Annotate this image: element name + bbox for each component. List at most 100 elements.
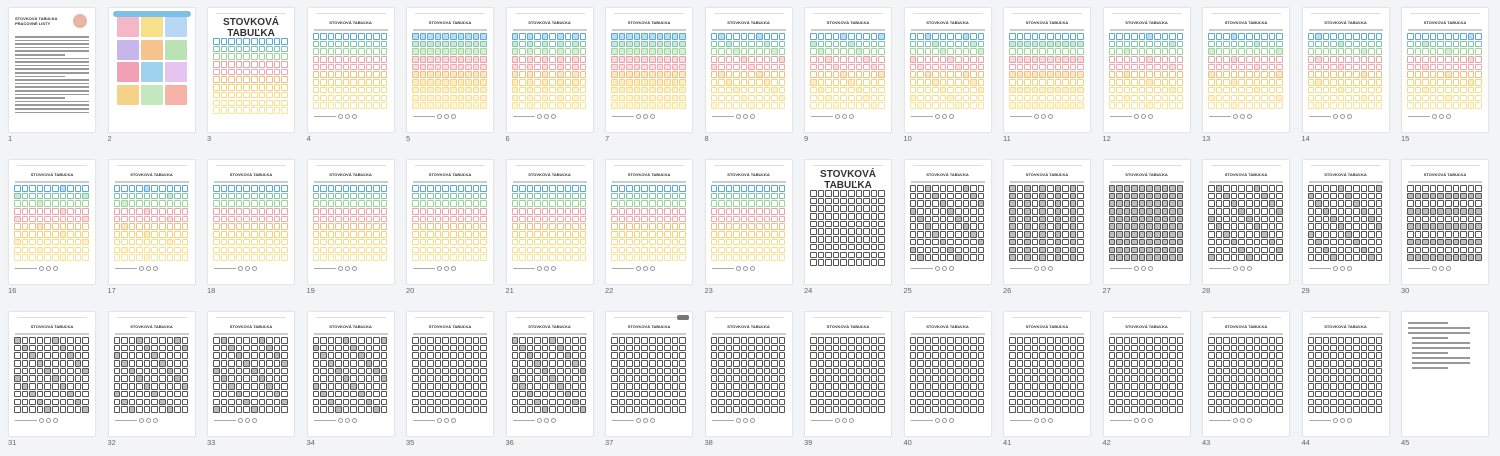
page-thumbnail[interactable]: STOVKOVÁ TABUĽKA <box>306 311 395 437</box>
table-square <box>718 185 725 192</box>
table-square <box>1154 71 1161 79</box>
page-thumbnail[interactable]: STOVKOVÁ TABUĽKA <box>804 159 892 285</box>
page-thumbnail[interactable]: STOVKOVÁ TABUĽKA PRACOVNÉ LISTY <box>8 7 96 133</box>
table-square <box>320 208 327 215</box>
page-thumbnail[interactable]: STOVKOVÁ TABUĽKA <box>207 159 295 285</box>
table-square <box>258 61 266 68</box>
page-thumbnail[interactable]: STOVKOVÁ TABUĽKA <box>1401 7 1489 133</box>
table-square <box>258 406 266 413</box>
table-square <box>878 71 885 79</box>
page-thumbnail[interactable]: STOVKOVÁ TABUĽKA <box>306 7 395 133</box>
page-thumbnail[interactable]: STOVKOVÁ TABUĽKA <box>1202 311 1290 437</box>
table-square <box>350 86 358 94</box>
page-thumbnail[interactable]: STOVKOVÁ TABUĽKA <box>605 159 693 285</box>
page-thumbnail[interactable]: STOVKOVÁ TABUĽKA <box>1301 311 1390 437</box>
table-square <box>143 246 151 254</box>
page-thumbnail[interactable]: STOVKOVÁ TABUĽKA <box>406 159 494 285</box>
table-square <box>1176 200 1184 207</box>
table-square <box>557 352 564 359</box>
page-thumbnail[interactable]: STOVKOVÁ TABUĽKA <box>505 311 594 437</box>
table-square <box>664 200 671 207</box>
page-thumbnail[interactable]: STOVKOVÁ TABUĽKA <box>207 311 295 437</box>
page-thumbnail[interactable]: STOVKOVÁ TABUĽKA <box>107 311 196 437</box>
table-square <box>534 200 541 207</box>
page-thumbnail[interactable]: STOVKOVÁ TABUĽKA <box>1003 159 1091 285</box>
table-square <box>977 390 985 398</box>
table-square <box>1307 254 1315 261</box>
table-square <box>1268 215 1276 223</box>
page-thumbnail[interactable]: STOVKOVÁ TABUĽKA <box>704 311 793 437</box>
table-square <box>1322 337 1330 344</box>
table-square <box>541 246 549 254</box>
table-square <box>36 238 44 246</box>
table-square <box>878 48 885 55</box>
page-thumbnail[interactable]: STOVKOVÁ TABUĽKA <box>505 159 594 285</box>
table-square <box>962 337 970 344</box>
page-thumbnail[interactable]: STOVKOVÁ TABUĽKA <box>1401 159 1489 285</box>
instruction-line <box>1109 29 1184 31</box>
page-thumbnail[interactable]: STOVKOVÁ TABUĽKA <box>207 7 295 133</box>
table-square <box>1077 56 1084 63</box>
table-square <box>763 254 771 261</box>
table-square <box>480 223 487 231</box>
page-thumbnail[interactable]: STOVKOVÁ TABUĽKA <box>605 311 693 437</box>
table-square <box>1138 383 1146 390</box>
page-thumbnail[interactable]: STOVKOVÁ TABUĽKA <box>903 159 992 285</box>
table-square <box>1208 383 1215 390</box>
table-square <box>1039 56 1046 63</box>
table-square <box>457 102 465 109</box>
table-square <box>1108 102 1116 109</box>
text-line <box>15 46 89 49</box>
page-thumbnail[interactable]: STOVKOVÁ TABUĽKA <box>306 159 395 285</box>
text-line <box>1412 362 1470 364</box>
page-thumbnail[interactable]: STOVKOVÁ TABUĽKA <box>903 7 992 133</box>
table-square <box>870 40 878 48</box>
page-thumbnail[interactable]: STOVKOVÁ TABUĽKA <box>1102 159 1191 285</box>
table-square <box>817 40 825 48</box>
page-thumbnail[interactable]: STOVKOVÁ TABUĽKA <box>1003 311 1091 437</box>
table-square <box>810 197 817 205</box>
table-square <box>29 367 36 375</box>
table-square <box>1360 215 1368 223</box>
page-thumbnail-cell: STOVKOVÁ TABUĽKA 18 <box>207 159 295 299</box>
page-thumbnail[interactable]: STOVKOVÁ TABUĽKA <box>804 7 892 133</box>
table-square <box>955 40 962 48</box>
page-thumbnail[interactable] <box>107 7 196 133</box>
table-square <box>534 344 541 352</box>
table-square <box>320 246 327 254</box>
table-square <box>1208 360 1215 367</box>
table-square <box>480 398 487 406</box>
page-thumbnail[interactable]: STOVKOVÁ TABUĽKA <box>406 7 494 133</box>
page-thumbnail[interactable]: STOVKOVÁ TABUĽKA <box>1102 311 1191 437</box>
page-thumbnail[interactable]: STOVKOVÁ TABUĽKA <box>1102 7 1191 133</box>
table-square <box>611 337 618 344</box>
page-thumbnail[interactable]: STOVKOVÁ TABUĽKA <box>406 311 494 437</box>
page-thumbnail[interactable]: STOVKOVÁ TABUĽKA <box>1202 7 1290 133</box>
table-square <box>1069 63 1077 71</box>
page-thumbnail[interactable]: STOVKOVÁ TABUĽKA <box>605 7 693 133</box>
table-square <box>380 86 388 94</box>
page-thumbnail[interactable]: STOVKOVÁ TABUĽKA <box>804 311 892 437</box>
page-thumbnail[interactable]: STOVKOVÁ TABUĽKA <box>704 159 793 285</box>
page-thumbnail[interactable]: STOVKOVÁ TABUĽKA <box>1301 7 1390 133</box>
table-square <box>82 254 89 261</box>
table-square <box>611 102 618 109</box>
page-thumbnail[interactable]: STOVKOVÁ TABUĽKA <box>1202 159 1290 285</box>
page-thumbnail[interactable]: STOVKOVÁ TABUĽKA <box>903 311 992 437</box>
table-square <box>733 185 740 192</box>
page-thumbnail[interactable] <box>1401 311 1489 437</box>
page-thumbnail[interactable]: STOVKOVÁ TABUĽKA <box>8 311 96 437</box>
name-line <box>1211 13 1281 15</box>
page-thumbnail[interactable]: STOVKOVÁ TABUĽKA <box>8 159 96 285</box>
page-thumbnail[interactable]: STOVKOVÁ TABUĽKA <box>704 7 793 133</box>
smiley-icon <box>842 417 847 423</box>
table-square <box>342 367 350 375</box>
table-square <box>14 337 21 344</box>
page-thumbnail[interactable]: STOVKOVÁ TABUĽKA <box>107 159 196 285</box>
page-thumbnail[interactable]: STOVKOVÁ TABUĽKA <box>505 7 594 133</box>
page-thumbnail[interactable]: STOVKOVÁ TABUĽKA <box>1003 7 1091 133</box>
table-square <box>917 238 924 246</box>
table-square <box>718 383 725 390</box>
table-square <box>1429 102 1437 109</box>
page-thumbnail[interactable]: STOVKOVÁ TABUĽKA <box>1301 159 1390 285</box>
